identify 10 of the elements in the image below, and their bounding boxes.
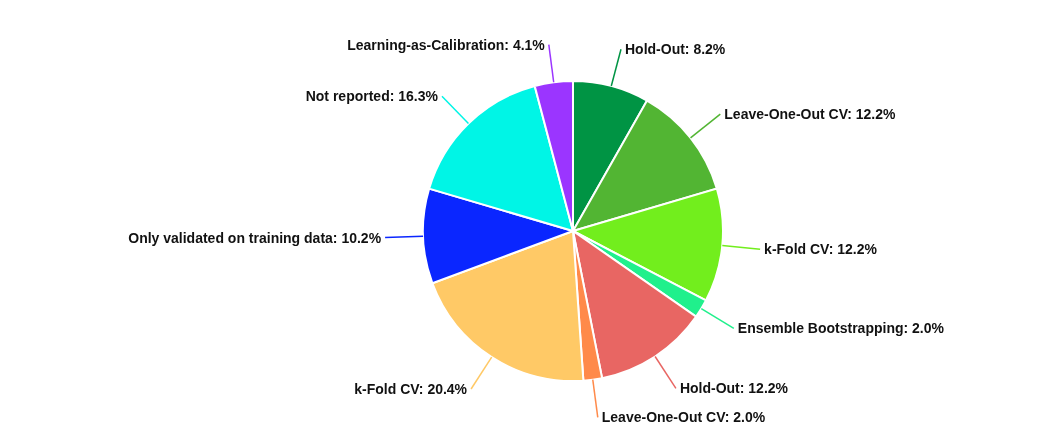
slice-label: Leave-One-Out CV: 2.0% <box>601 409 766 426</box>
slice-label: Hold-Out: 8.2% <box>624 41 726 58</box>
slice-label: Learning-as-Calibration: 4.1% <box>347 36 546 53</box>
slice-label: Leave-One-Out CV: 12.2% <box>724 106 897 123</box>
slice-label: Ensemble Bootstrapping: 2.0% <box>737 320 945 337</box>
slice-label: Only validated on training data: 10.2% <box>128 229 382 246</box>
slice-label: Hold-Out: 12.2% <box>679 380 789 397</box>
slice-label: k-Fold CV: 20.4% <box>354 380 468 397</box>
slice-label: Not reported: 16.3% <box>305 88 439 105</box>
slice-label: k-Fold CV: 12.2% <box>764 241 878 258</box>
